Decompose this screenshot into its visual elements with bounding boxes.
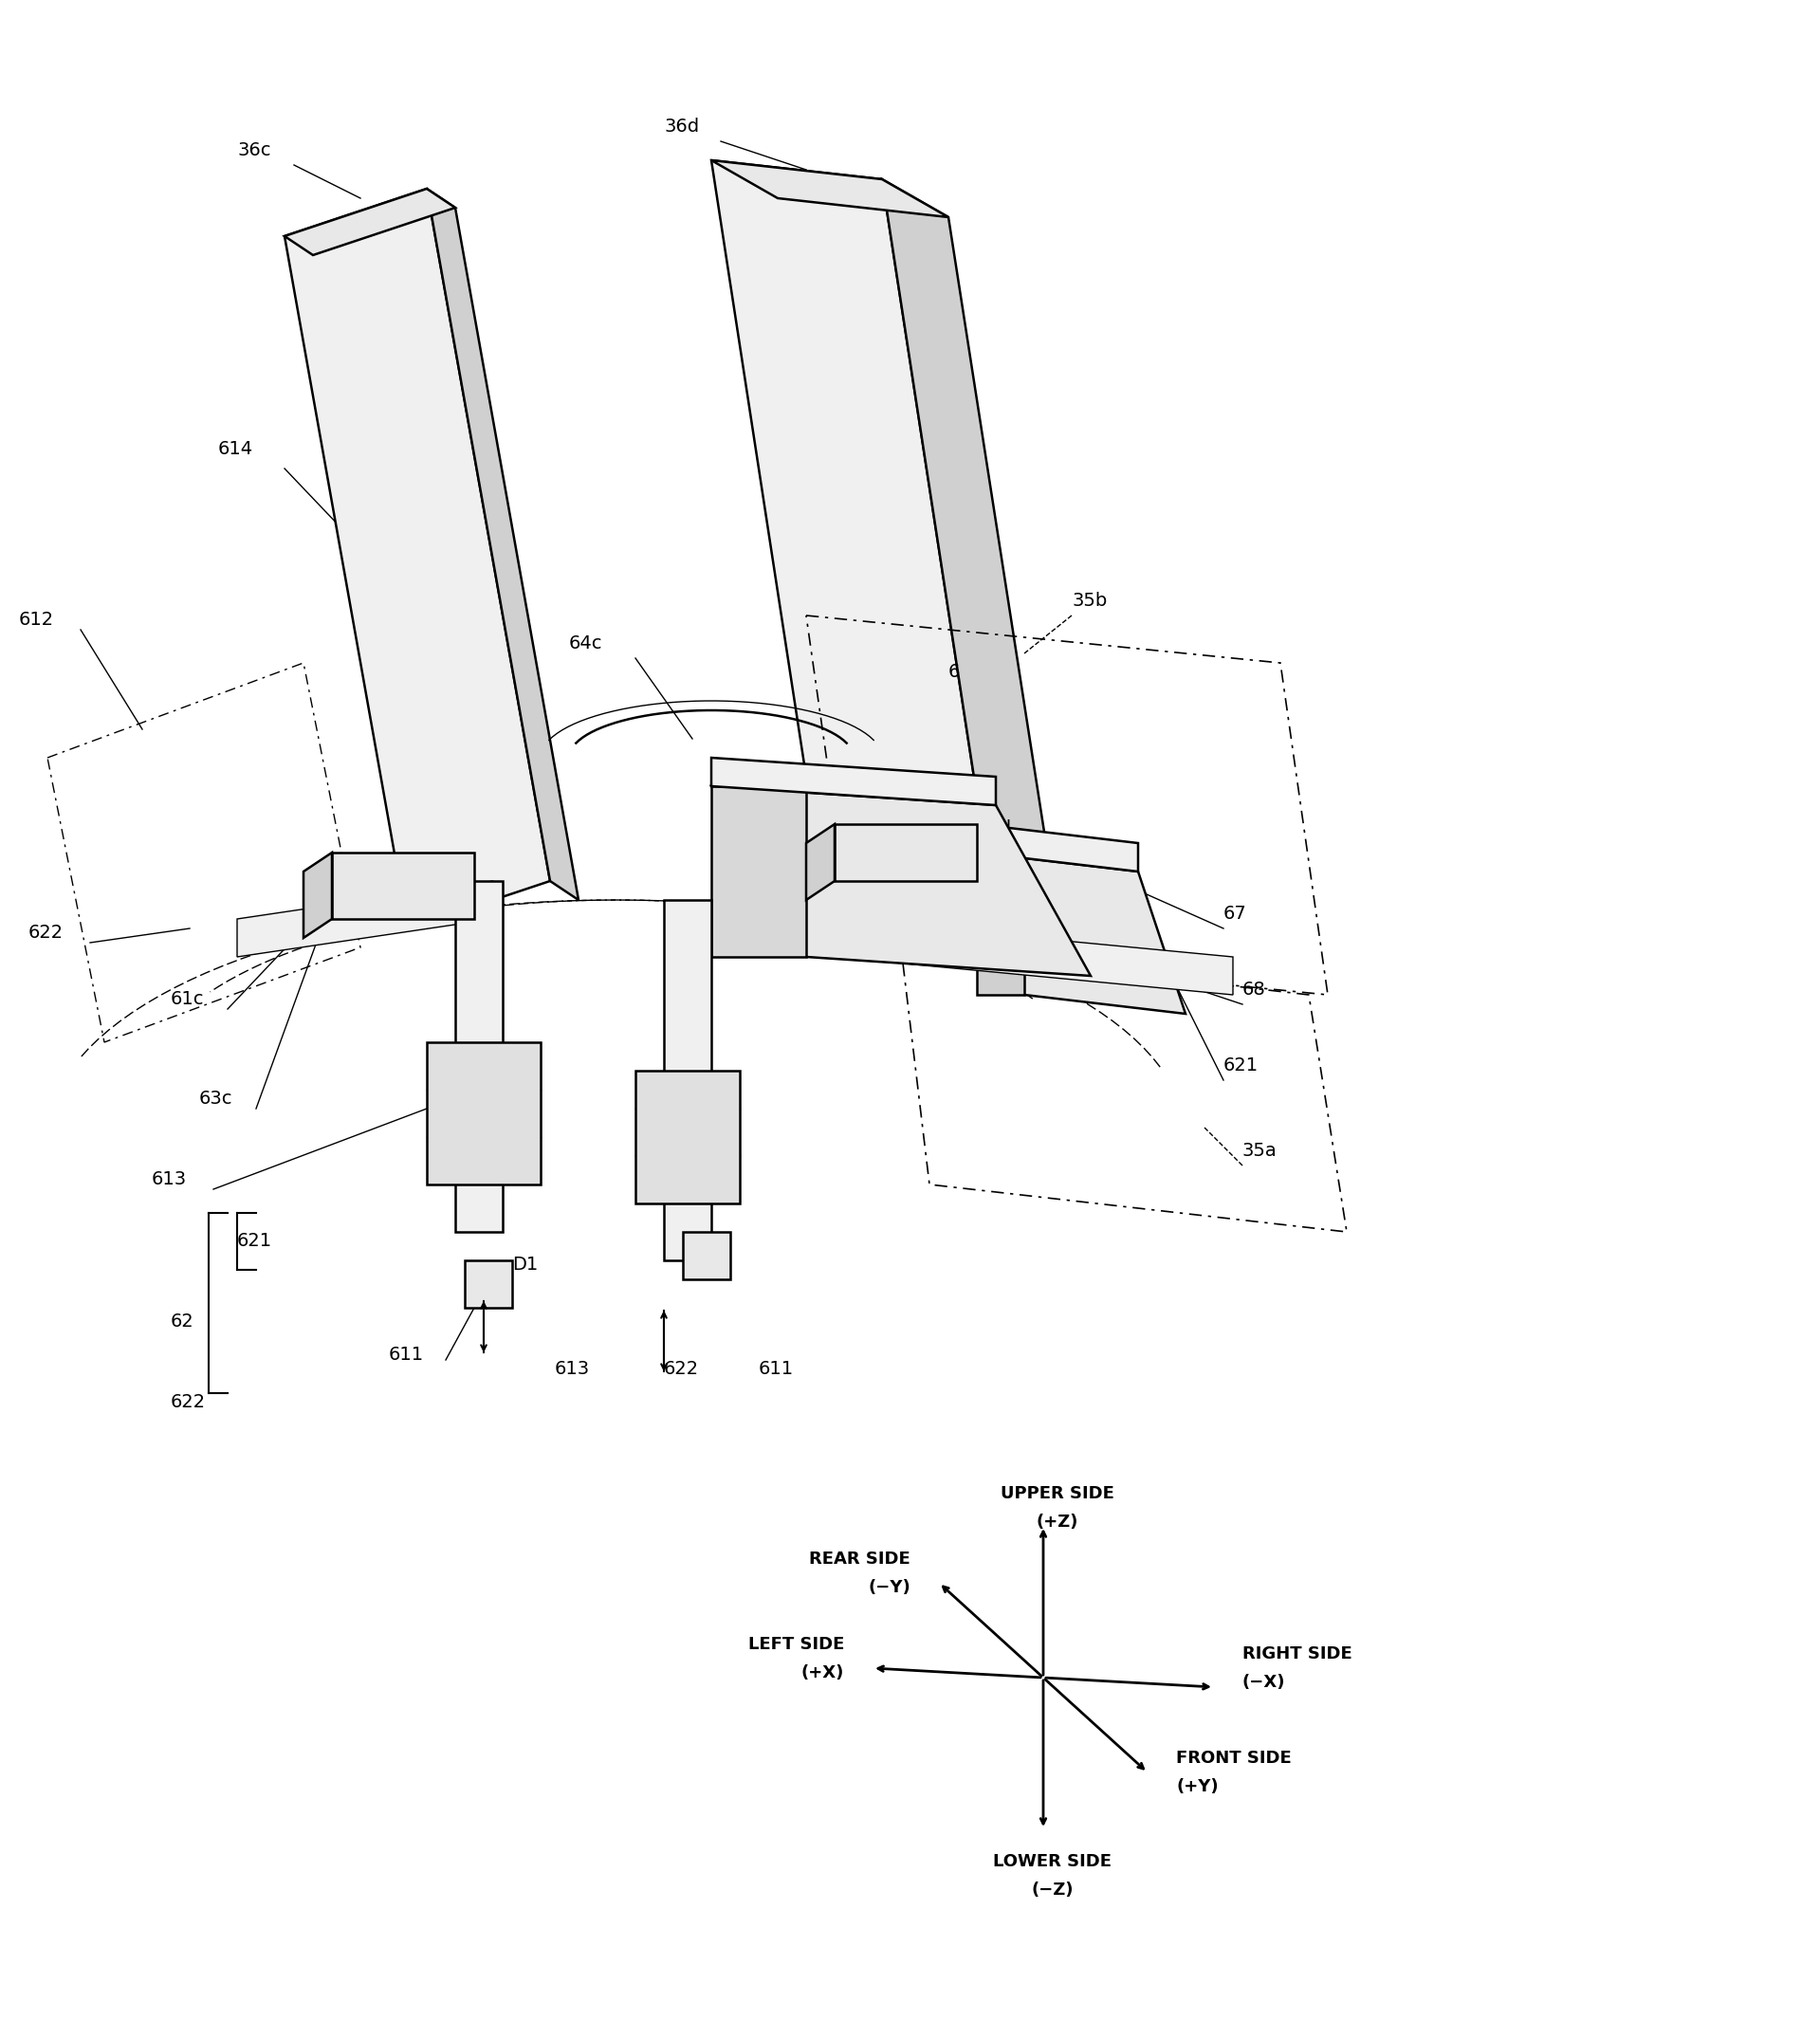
Polygon shape: [464, 1259, 511, 1308]
Polygon shape: [426, 190, 579, 901]
Text: (+Y): (+Y): [1176, 1777, 1218, 1795]
Polygon shape: [284, 190, 455, 255]
Text: 67: 67: [1223, 905, 1247, 923]
Text: 611: 611: [759, 1359, 794, 1378]
Text: 614: 614: [218, 440, 253, 459]
Text: 622: 622: [171, 1394, 206, 1410]
Text: (+Z): (+Z): [1036, 1514, 1079, 1531]
Polygon shape: [712, 787, 806, 958]
Polygon shape: [835, 919, 1232, 995]
Text: 63c: 63c: [198, 1090, 233, 1109]
Polygon shape: [712, 161, 996, 919]
Text: 61c: 61c: [171, 990, 204, 1009]
Text: D1: D1: [511, 1255, 539, 1274]
Polygon shape: [712, 161, 948, 218]
Polygon shape: [712, 758, 996, 805]
Text: LEFT SIDE: LEFT SIDE: [748, 1637, 844, 1653]
Text: UPPER SIDE: UPPER SIDE: [1001, 1486, 1114, 1502]
Text: 613: 613: [151, 1170, 187, 1188]
Polygon shape: [331, 852, 475, 919]
Polygon shape: [635, 1070, 739, 1204]
Text: REAR SIDE: REAR SIDE: [810, 1551, 910, 1567]
Text: 61d: 61d: [1028, 891, 1065, 909]
Polygon shape: [304, 852, 331, 937]
Text: 68: 68: [1243, 980, 1267, 999]
Text: LOWER SIDE: LOWER SIDE: [994, 1853, 1112, 1871]
Text: 36c: 36c: [237, 141, 271, 159]
Text: 621: 621: [1223, 1056, 1259, 1074]
Polygon shape: [426, 1041, 541, 1184]
Polygon shape: [455, 880, 502, 1231]
Polygon shape: [806, 823, 835, 901]
Text: 35a: 35a: [1243, 1141, 1278, 1160]
Polygon shape: [835, 823, 977, 880]
Text: 62: 62: [171, 1312, 195, 1331]
Text: (−Z): (−Z): [1032, 1881, 1074, 1899]
Polygon shape: [977, 852, 1025, 995]
Polygon shape: [664, 901, 712, 1259]
Text: FRONT SIDE: FRONT SIDE: [1176, 1751, 1292, 1767]
Text: (+X): (+X): [801, 1665, 844, 1681]
Polygon shape: [284, 190, 550, 929]
Text: 35b: 35b: [1072, 591, 1107, 609]
Text: 613: 613: [555, 1359, 590, 1378]
Text: 622: 622: [29, 923, 64, 942]
Text: 6: 6: [948, 662, 961, 681]
Polygon shape: [237, 880, 493, 958]
Text: 36d: 36d: [664, 118, 699, 137]
Text: 612: 612: [18, 611, 55, 630]
Polygon shape: [977, 823, 1138, 872]
Text: 621: 621: [237, 1231, 273, 1249]
Text: D2: D2: [682, 1266, 708, 1284]
Text: 611: 611: [389, 1345, 424, 1363]
Text: 63d: 63d: [977, 819, 1012, 838]
Text: 622: 622: [664, 1359, 699, 1378]
Text: (−Y): (−Y): [868, 1579, 910, 1596]
Text: (−X): (−X): [1243, 1673, 1285, 1692]
Text: 64c: 64c: [570, 634, 602, 652]
Text: RIGHT SIDE: RIGHT SIDE: [1243, 1645, 1352, 1663]
Polygon shape: [712, 787, 1090, 976]
Polygon shape: [682, 1231, 730, 1280]
Polygon shape: [977, 852, 1185, 1013]
Polygon shape: [883, 179, 1063, 948]
